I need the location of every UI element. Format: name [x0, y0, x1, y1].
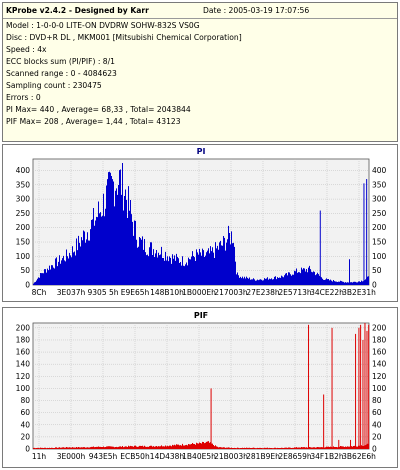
y-tick-label-right: 300	[372, 195, 387, 204]
y-tick-label-right: 350	[372, 180, 387, 189]
y-tick-label-left: 0	[25, 445, 30, 454]
info-ecc-blocks: ECC blocks sum (PI/PIF) : 8/1	[6, 57, 116, 66]
y-tick-label-right: 100	[372, 252, 387, 261]
y-tick-label-left: 80	[20, 396, 30, 405]
chart-title: PI	[197, 147, 206, 156]
info-sampling-count: Sampling count : 230475	[6, 81, 102, 90]
y-tick-label-left: 180	[16, 335, 31, 344]
y-tick-label-right: 250	[372, 209, 387, 218]
x-tick-label: E9E65h	[121, 288, 150, 297]
scan-date: Date : 2005-03-19 17:07:56	[203, 6, 310, 15]
x-tick-label: 1B000Eh	[182, 288, 216, 297]
x-tick-label: 34CE22h	[310, 288, 344, 297]
y-tick-label-right: 0	[372, 281, 377, 290]
y-tick-label-right: 0	[372, 445, 377, 454]
y-tick-label-left: 300	[16, 195, 31, 204]
y-tick-label-left: 400	[16, 166, 31, 175]
y-tick-label-left: 200	[16, 223, 31, 232]
y-tick-label-left: 350	[16, 180, 31, 189]
y-tick-label-right: 150	[372, 238, 387, 247]
x-tick-label: 2E8659h	[278, 452, 312, 461]
y-tick-label-right: 180	[372, 335, 387, 344]
y-tick-label-right: 80	[372, 396, 382, 405]
y-tick-label-right: 50	[372, 266, 382, 275]
x-tick-label: 3E000h	[57, 452, 86, 461]
series-bars	[33, 162, 369, 285]
x-tick-label: 3B2E31h	[342, 288, 376, 297]
pif-chart-panel: PIF 0 0 20 20 40 40 60 60 80 80 100 100 120 120 140 140 1…	[2, 307, 398, 468]
info-pif-stats: PIF Max= 208 , Average= 1,44 , Total= 43…	[6, 117, 181, 126]
y-tick-label-left: 100	[16, 384, 31, 393]
x-tick-label: 9305 5h	[88, 288, 119, 297]
y-tick-label-left: 200	[16, 323, 31, 332]
app-title: KProbe v2.4.2 - Designed by Karr	[6, 6, 149, 15]
info-disc: Disc : DVD+R DL , MKM001 [Mitsubishi Che…	[6, 33, 242, 42]
disc-info-panel: KProbe v2.4.2 - Designed by Karr Date : …	[2, 2, 398, 142]
info-pi-stats: PI Max= 440 , Average= 68,33 , Total= 20…	[6, 105, 191, 114]
y-tick-label-left: 250	[16, 209, 31, 218]
x-tick-label: 217003h	[214, 288, 248, 297]
info-speed: Speed : 4x	[6, 45, 47, 54]
x-tick-label: 2E5713h	[278, 288, 312, 297]
chart-title: PIF	[194, 311, 208, 320]
info-model: Model : 1-0-0-0 LITE-ON DVDRW SOHW-832S …	[6, 21, 200, 30]
pi-chart: PI 0 0 50 50 100 100 150 150 200 200 250 250 300 300 35…	[16, 147, 387, 297]
x-tick-label: 14D438h	[150, 452, 185, 461]
y-tick-label-left: 140	[16, 360, 31, 369]
y-tick-label-left: 20	[20, 432, 30, 441]
x-tick-label: 281B9Eh	[246, 452, 280, 461]
y-tick-label-right: 160	[372, 348, 387, 357]
x-tick-label: 148B10h	[150, 288, 184, 297]
y-tick-label-left: 160	[16, 348, 31, 357]
y-tick-label-left: 100	[16, 252, 31, 261]
y-tick-label-right: 60	[372, 408, 382, 417]
y-tick-label-right: 40	[372, 420, 382, 429]
y-tick-label-right: 20	[372, 432, 382, 441]
x-tick-label: 3B62E6h	[342, 452, 376, 461]
y-tick-label-left: 40	[20, 420, 30, 429]
x-tick-label: 3E037h	[57, 288, 86, 297]
y-tick-label-right: 100	[372, 384, 387, 393]
y-tick-label-left: 0	[25, 281, 30, 290]
info-scanned-range: Scanned range : 0 - 4084623	[6, 69, 117, 78]
y-tick-label-right: 120	[372, 372, 387, 381]
y-tick-label-right: 200	[372, 223, 387, 232]
info-errors: Errors : 0	[6, 93, 41, 102]
x-tick-label: 8Ch	[32, 288, 47, 297]
plot-area	[32, 322, 370, 450]
y-tick-label-left: 120	[16, 372, 31, 381]
y-tick-label-left: 150	[16, 238, 31, 247]
x-tick-label: 1B40E5h	[182, 452, 216, 461]
y-tick-label-right: 200	[372, 323, 387, 332]
y-tick-label-left: 50	[20, 266, 30, 275]
x-tick-label: 21B003h	[214, 452, 248, 461]
x-tick-label: 943E5h	[89, 452, 118, 461]
y-tick-label-left: 60	[20, 408, 30, 417]
y-tick-label-right: 140	[372, 360, 387, 369]
x-tick-label: 11h	[32, 452, 47, 461]
series-bars	[33, 441, 369, 449]
y-tick-label-right: 400	[372, 166, 387, 175]
x-tick-label: 34F1B2h	[310, 452, 344, 461]
pif-chart: PIF 0 0 20 20 40 40 60 60 80 80 100 100 120 120 140 140 1…	[16, 311, 387, 461]
title-divider	[3, 18, 397, 19]
x-tick-label: ECB50h	[120, 452, 150, 461]
x-tick-label: 27E238h	[246, 288, 280, 297]
pi-chart-panel: PI 0 0 50 50 100 100 150 150 200 200 250 250 300 300 35…	[2, 144, 398, 302]
